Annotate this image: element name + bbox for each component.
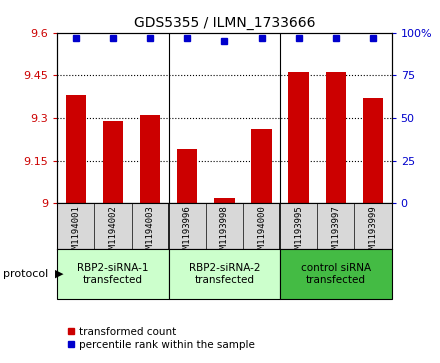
Title: GDS5355 / ILMN_1733666: GDS5355 / ILMN_1733666 [134,16,315,30]
Bar [251,129,272,203]
Bar [66,95,86,203]
Bar [169,249,280,299]
Bar [57,249,169,299]
Text: GSM1193998: GSM1193998 [220,205,229,259]
Bar [289,73,309,203]
Bar [177,149,198,203]
Text: control siRNA
transfected: control siRNA transfected [301,263,371,285]
Text: GSM1193997: GSM1193997 [331,205,341,259]
Text: GSM1194002: GSM1194002 [108,205,117,259]
Bar [214,197,235,203]
Text: RBP2-siRNA-2
transfected: RBP2-siRNA-2 transfected [189,263,260,285]
Text: GSM1193995: GSM1193995 [294,205,303,259]
Bar [280,249,392,299]
Text: GSM1194003: GSM1194003 [146,205,154,259]
Bar [363,98,383,203]
Text: RBP2-siRNA-1
transfected: RBP2-siRNA-1 transfected [77,263,149,285]
Legend: transformed count, percentile rank within the sample: transformed count, percentile rank withi… [62,323,259,354]
Text: GSM1193996: GSM1193996 [183,205,192,259]
Bar [140,115,160,203]
Text: protocol: protocol [3,269,48,279]
Text: GSM1194000: GSM1194000 [257,205,266,259]
Bar [103,121,123,203]
Bar [326,73,346,203]
Text: GSM1194001: GSM1194001 [71,205,80,259]
Text: ▶: ▶ [55,269,63,279]
Text: GSM1193999: GSM1193999 [369,205,378,259]
